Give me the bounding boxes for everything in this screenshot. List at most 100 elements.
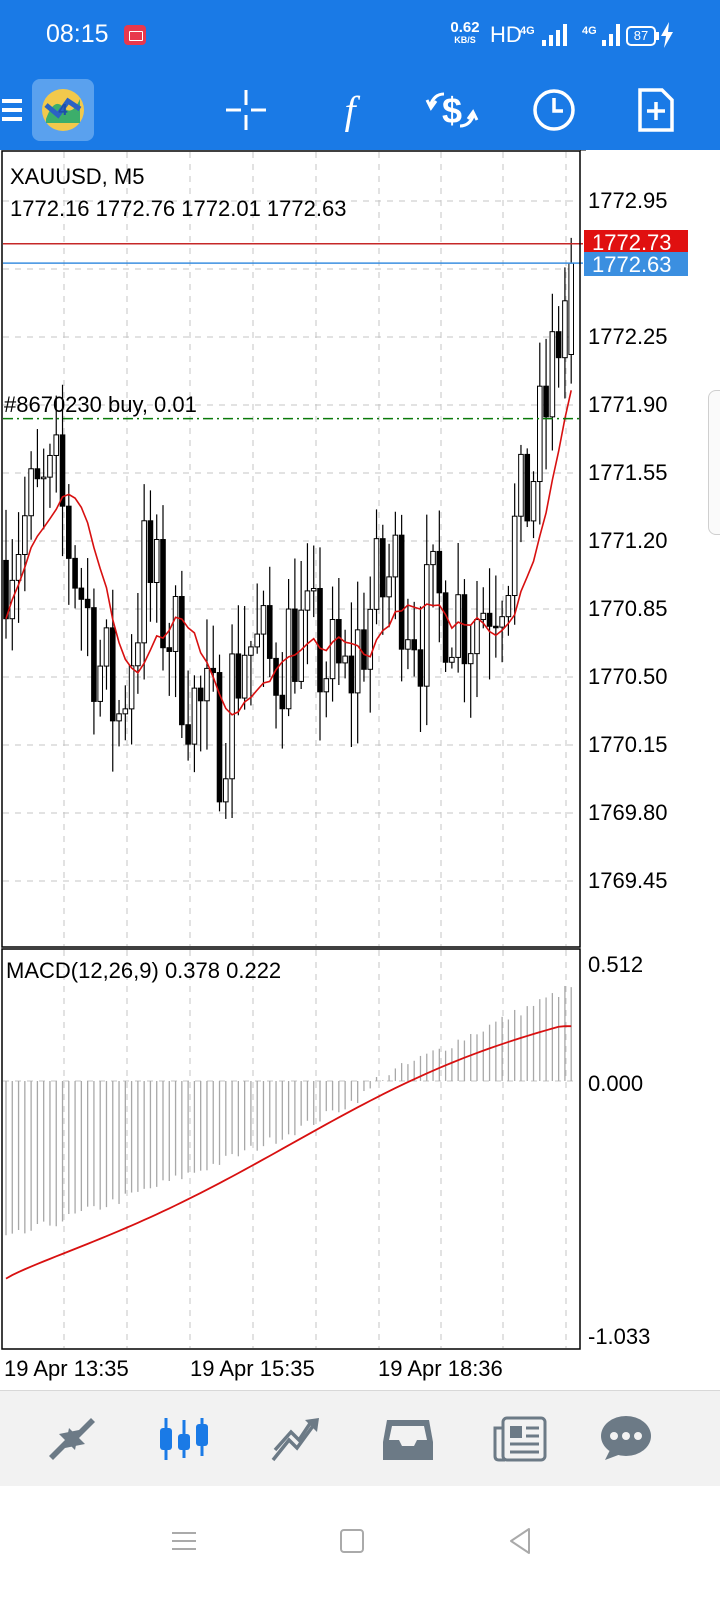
candle-body [229, 653, 235, 780]
recents-button[interactable] [154, 1516, 214, 1566]
candle-body [116, 713, 122, 722]
price-tick: 1769.45 [588, 868, 668, 893]
price-lines [3, 242, 583, 420]
bid-price-label: 1772.73 [592, 230, 672, 255]
candle-body [91, 607, 97, 702]
price-tick: 1772.95 [588, 188, 668, 213]
macd-tick: -1.033 [588, 1324, 650, 1349]
candle-body [543, 385, 549, 418]
candle-body [53, 434, 60, 456]
macd-tick: 0.512 [588, 952, 643, 977]
candle-body [530, 481, 537, 522]
new-order-button[interactable] [626, 70, 686, 150]
candle-body [34, 468, 41, 480]
battery-tip [656, 32, 659, 40]
price-tick: 1771.55 [588, 460, 668, 485]
candle-body [103, 627, 110, 667]
new-document-icon [638, 88, 674, 132]
candle-body [405, 639, 411, 650]
candle-body [474, 619, 480, 655]
status-bar: 08:15 0.62 KB/S HD 4G 4G 87 [0, 0, 720, 70]
candle-body [47, 454, 53, 478]
back-triangle-icon [510, 1528, 530, 1554]
candle-body [417, 649, 424, 687]
nav-news[interactable] [470, 1391, 570, 1487]
candle-body [185, 724, 191, 745]
candle-body [304, 590, 311, 611]
crosshair-button[interactable] [216, 70, 276, 150]
candle-body [549, 331, 556, 418]
app-toolbar: 4 f $ [0, 70, 720, 150]
system-navigation-bar [0, 1486, 720, 1600]
candle-body [292, 608, 298, 682]
candle-body [28, 468, 34, 517]
battery-icon: 87 [626, 26, 656, 46]
signal-icon: 4G [520, 24, 567, 46]
candle-body [254, 633, 260, 648]
charging-icon [661, 22, 673, 48]
candle-body [84, 598, 91, 609]
candle-body [524, 453, 531, 522]
menu-button[interactable] [0, 70, 26, 150]
candle-body [298, 609, 304, 682]
candlesticks [3, 237, 575, 819]
app-logo[interactable]: 4 [30, 70, 96, 150]
hd-voice-indicator: HD [490, 22, 522, 47]
candle-body [423, 564, 430, 687]
menu-icon [2, 99, 22, 121]
ask-price-label: 1772.63 [592, 252, 672, 277]
candle-body [518, 453, 524, 517]
order-label[interactable]: #8670230 buy, 0.01 [4, 392, 197, 417]
candle-body [342, 655, 348, 664]
nav-trade[interactable] [246, 1391, 346, 1487]
status-time: 08:15 [46, 20, 109, 48]
candle-body [122, 708, 129, 715]
ask-price-tag [584, 252, 688, 276]
crosshair-icon [226, 90, 266, 130]
candle-body [97, 665, 104, 702]
candle-body [147, 520, 154, 584]
macd-pane-frame [1, 948, 581, 1350]
chart-side-handle[interactable] [708, 390, 720, 535]
candle-body [442, 592, 449, 663]
indicators-button[interactable]: f [320, 70, 380, 150]
candle-body [505, 595, 512, 618]
candle-body [361, 629, 367, 670]
macd-label: MACD(12,26,9) 0.378 0.222 [6, 958, 281, 983]
history-icon [383, 1420, 433, 1460]
price-tick: 1770.50 [588, 664, 668, 689]
price-tick: 1769.80 [588, 800, 668, 825]
timeframe-button[interactable] [524, 70, 584, 150]
candle-body [78, 587, 85, 600]
candle-body [109, 627, 116, 722]
candle-body [392, 534, 399, 578]
trade-icon [271, 1418, 319, 1462]
candle-body [248, 646, 254, 656]
candle-body [216, 672, 223, 803]
nav-quotes[interactable] [22, 1391, 122, 1487]
nav-history[interactable] [358, 1391, 458, 1487]
time-label: 19 Apr 13:35 [4, 1356, 129, 1381]
price-chart[interactable]: XAUUSD, M5 1772.16 1772.76 1772.01 1772.… [0, 150, 720, 1390]
macd-histogram [5, 985, 572, 1280]
back-button[interactable] [490, 1516, 550, 1566]
candle-body [511, 515, 518, 597]
chart-icon [160, 1418, 208, 1460]
nav-chart[interactable] [134, 1391, 234, 1487]
bid-price-tag [584, 230, 688, 254]
nav-messages[interactable] [576, 1391, 676, 1487]
svg-text:f: f [344, 88, 360, 132]
candle-body [166, 647, 173, 652]
ma-line [5, 390, 572, 716]
candle-body [455, 594, 461, 658]
notification-icon [124, 25, 146, 45]
home-button[interactable] [322, 1516, 382, 1566]
news-icon [493, 1416, 547, 1462]
candle-body [449, 656, 455, 663]
candle-body [568, 262, 575, 355]
trade-button[interactable]: $ [420, 70, 484, 150]
candle-body [59, 434, 66, 507]
network-type-2: 4G [582, 25, 597, 37]
svg-text:$: $ [442, 90, 462, 131]
moving-average-line [5, 390, 572, 716]
